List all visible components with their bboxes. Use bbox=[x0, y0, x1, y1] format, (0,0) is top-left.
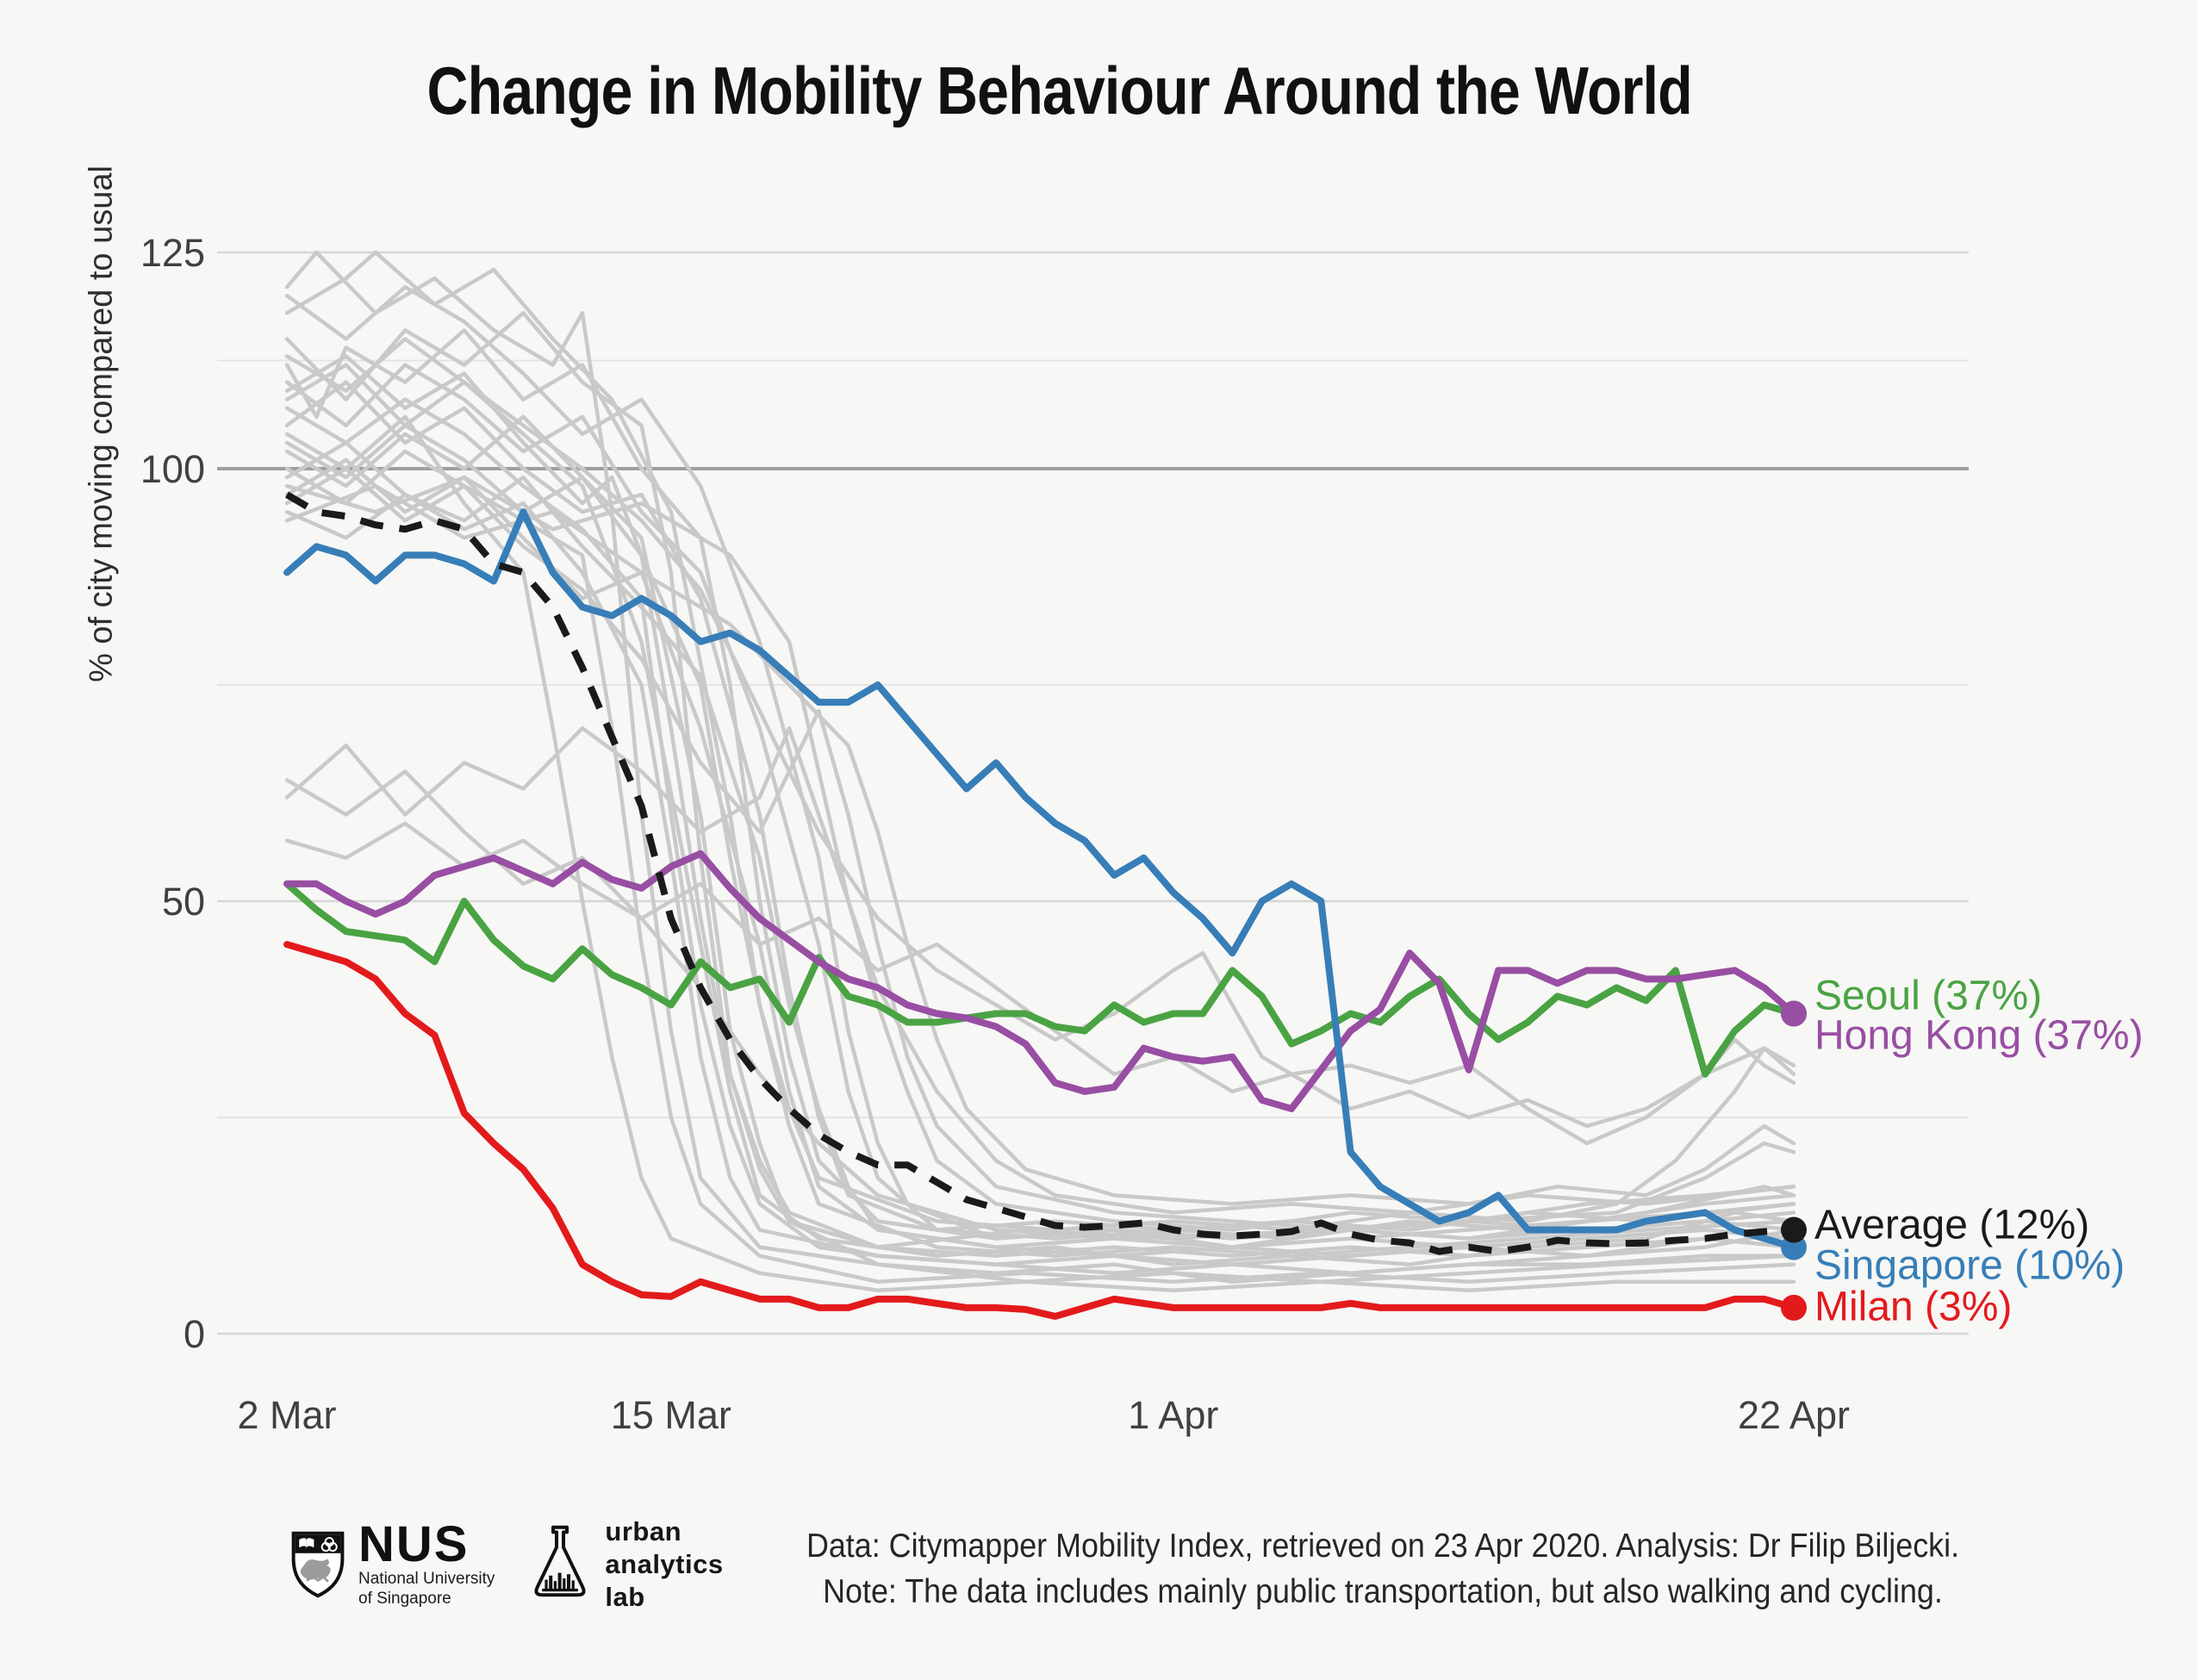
series-label-milan: Milan (3%) bbox=[1814, 1284, 2013, 1330]
page-title: Change in Mobility Behaviour Around the … bbox=[426, 53, 1693, 128]
y-tick-label: 125 bbox=[140, 231, 205, 275]
ual-word-analytics: analytics bbox=[605, 1549, 724, 1579]
y-axis-title: % of city moving compared to usual bbox=[83, 165, 120, 682]
series-line-city-01 bbox=[284, 250, 1796, 1285]
series-end-dot-milan bbox=[1780, 1294, 1807, 1321]
y-tick-label: 0 bbox=[184, 1312, 205, 1356]
ual-word-lab: lab bbox=[605, 1582, 645, 1612]
x-tick-label: 15 Mar bbox=[611, 1393, 731, 1437]
series-line-city-24 bbox=[284, 483, 1796, 1206]
series-line-city-21 bbox=[284, 354, 1796, 1258]
title-row: Change in Mobility Behaviour Around the … bbox=[0, 52, 2119, 130]
series-label-average: Average (12%) bbox=[1814, 1201, 2090, 1248]
x-tick-label: 1 Apr bbox=[1128, 1393, 1218, 1437]
footer: Data: Citymapper Mobility Index, retriev… bbox=[756, 1523, 2009, 1615]
footer-source-note: Data: Citymapper Mobility Index, retriev… bbox=[806, 1528, 1960, 1565]
series-line-city-03 bbox=[284, 311, 1796, 1249]
series-label-hong_kong: Hong Kong (37%) bbox=[1814, 1012, 2144, 1059]
nus-acronym: NUS bbox=[358, 1516, 470, 1572]
series-line-city-20 bbox=[284, 769, 1796, 1249]
series-label-singapore: Singapore (10%) bbox=[1814, 1242, 2125, 1289]
series-line-city-22 bbox=[284, 440, 1796, 1249]
nus-subtitle-1: National University bbox=[358, 1570, 495, 1588]
series-line-milan bbox=[283, 941, 1797, 1320]
logo-bar: NUS National University of Singapore urb… bbox=[289, 1513, 724, 1616]
y-tick-label: 50 bbox=[162, 880, 205, 924]
series-line-city-08 bbox=[284, 250, 1796, 1258]
ual-logo-text: urban analytics lab bbox=[605, 1515, 723, 1614]
series-end-dot-hong_kong bbox=[1780, 1000, 1807, 1027]
y-tick-label: 100 bbox=[140, 447, 205, 491]
series-line-average bbox=[284, 491, 1795, 1255]
series-line-city-16 bbox=[284, 423, 1796, 1232]
series-line-city-19 bbox=[284, 337, 1796, 1146]
series-end-dot-average bbox=[1780, 1216, 1807, 1243]
series-line-city-06 bbox=[284, 457, 1796, 1258]
series-line-seoul bbox=[283, 880, 1797, 1078]
nus-shield-icon bbox=[291, 1531, 345, 1598]
series-line-hong_kong bbox=[283, 849, 1797, 1112]
series-line-city-09 bbox=[284, 414, 1796, 1285]
nus-logo-text: NUS National University of Singapore bbox=[358, 1516, 495, 1608]
series-line-city-10 bbox=[284, 363, 1796, 1241]
urban-analytics-lab-flask-icon bbox=[534, 1525, 586, 1597]
series-label-seoul: Seoul (37%) bbox=[1814, 973, 2043, 1019]
series-line-city-11 bbox=[284, 492, 1796, 1266]
x-tick-label: 22 Apr bbox=[1738, 1393, 1850, 1437]
series-line-city-23 bbox=[284, 414, 1796, 1293]
ual-word-urban: urban bbox=[605, 1516, 682, 1546]
series-line-city-17 bbox=[284, 397, 1796, 1275]
series-line-singapore bbox=[283, 508, 1797, 1251]
x-tick-label: 2 Mar bbox=[237, 1393, 336, 1437]
series-line-city-14 bbox=[284, 725, 1796, 1215]
nus-subtitle-2: of Singapore bbox=[358, 1590, 451, 1608]
series-line-city-15 bbox=[284, 821, 1796, 1129]
footer-method-note: Note: The data includes mainly public tr… bbox=[823, 1573, 1943, 1610]
